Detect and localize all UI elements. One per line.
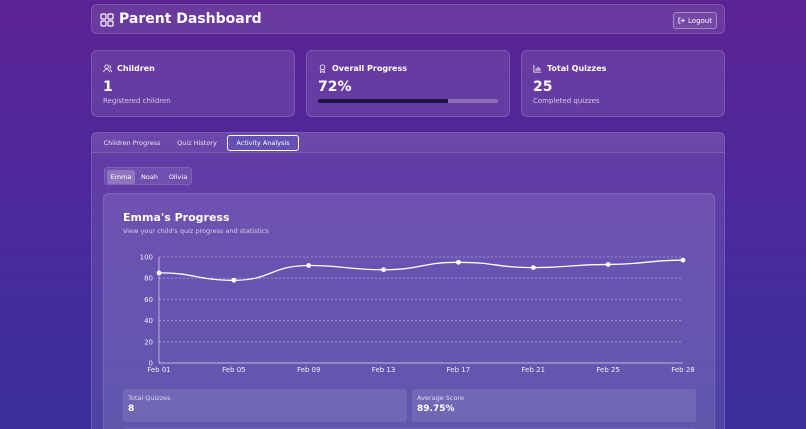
x-tick-label: Feb 25 [596, 366, 620, 374]
child-tab-noah[interactable]: Noah [141, 173, 158, 181]
logout-button[interactable]: Logout [673, 12, 717, 29]
child-progress-card: Emma's Progress View your child's quiz p… [103, 193, 715, 429]
data-point [381, 267, 386, 273]
overall-progress-bar [318, 99, 498, 103]
x-tick-label: Feb 21 [522, 366, 546, 374]
quizzes-card-subtitle: Completed quizzes [533, 97, 600, 105]
child-selector: Emma Noah Olivia [104, 167, 192, 185]
logout-label: Logout [688, 16, 712, 25]
data-point [156, 270, 162, 276]
x-tick-label: Feb 13 [372, 366, 396, 374]
x-tick-label: Feb 28 [671, 366, 695, 374]
quizzes-card-title: Total Quizzes [547, 64, 607, 73]
data-point [456, 259, 461, 265]
children-count: 1 [103, 79, 113, 95]
children-card-title-row: Children [103, 64, 155, 73]
y-tick-label: 60 [144, 296, 153, 304]
users-icon [103, 64, 112, 73]
stat-total-quizzes-label: Total Quizzes [128, 394, 171, 402]
y-tick-label: 100 [140, 254, 153, 262]
overall-progress-fill [318, 99, 448, 103]
progress-card-title-row: Overall Progress [318, 64, 407, 73]
y-tick-label: 0 [149, 360, 153, 368]
stat-average-score: Average Score 89.75% [412, 389, 696, 422]
stat-total-quizzes: Total Quizzes 8 [123, 389, 407, 422]
progress-line-chart: 0 20 40 60 80 100 Feb 01 Feb 05 Feb 09 Feb 13 Feb … [140, 254, 695, 375]
child-progress-title: Emma's Progress [123, 211, 230, 224]
quizzes-card-title-row: Total Quizzes [533, 64, 606, 73]
x-tick-label: Feb 17 [447, 366, 471, 374]
dashboard-grid-icon [100, 13, 114, 27]
children-card-title: Children [117, 64, 155, 73]
children-card: Children 1 Registered children [91, 50, 295, 117]
children-card-subtitle: Registered children [103, 97, 171, 105]
page-title: Parent Dashboard [119, 11, 262, 27]
progress-card-title: Overall Progress [332, 64, 407, 73]
tab-activity-analysis[interactable]: Activity Analysis [227, 135, 299, 151]
data-point [231, 277, 237, 283]
total-quizzes-card: Total Quizzes 25 Completed quizzes [521, 50, 725, 117]
award-icon [319, 64, 326, 73]
overall-progress-card: Overall Progress 72% [306, 50, 510, 117]
data-point [605, 262, 611, 267]
series-line [158, 259, 684, 281]
tab-quiz-history[interactable]: Quiz History [177, 139, 217, 147]
y-tick-label: 20 [144, 338, 153, 346]
tab-bar: Children Progress Quiz History Activity … [92, 133, 724, 153]
tab-children-progress[interactable]: Children Progress [103, 139, 161, 147]
overall-progress-value: 72% [318, 79, 352, 95]
data-point [680, 257, 686, 263]
x-tick-label: Feb 01 [147, 366, 171, 374]
stat-total-quizzes-value: 8 [128, 404, 135, 414]
child-progress-subtitle: View your child's quiz progress and stat… [123, 227, 269, 235]
stat-average-score-value: 89.75% [417, 404, 455, 414]
stat-average-score-label: Average Score [417, 394, 464, 402]
logout-icon [678, 17, 685, 24]
x-tick-label: Feb 05 [222, 366, 246, 374]
data-point [530, 265, 536, 270]
analysis-panel: Children Progress Quiz History Activity … [91, 132, 725, 429]
y-tick-label: 80 [144, 275, 153, 283]
total-quizzes-value: 25 [533, 79, 553, 95]
child-tab-olivia[interactable]: Olivia [168, 173, 188, 181]
data-point [306, 263, 312, 268]
x-tick-label: Feb 09 [297, 366, 321, 374]
bar-chart-icon [533, 64, 542, 73]
header-bar: Parent Dashboard Logout [91, 4, 725, 34]
y-tick-label: 40 [144, 317, 153, 325]
child-tab-emma[interactable]: Emma [107, 170, 135, 184]
